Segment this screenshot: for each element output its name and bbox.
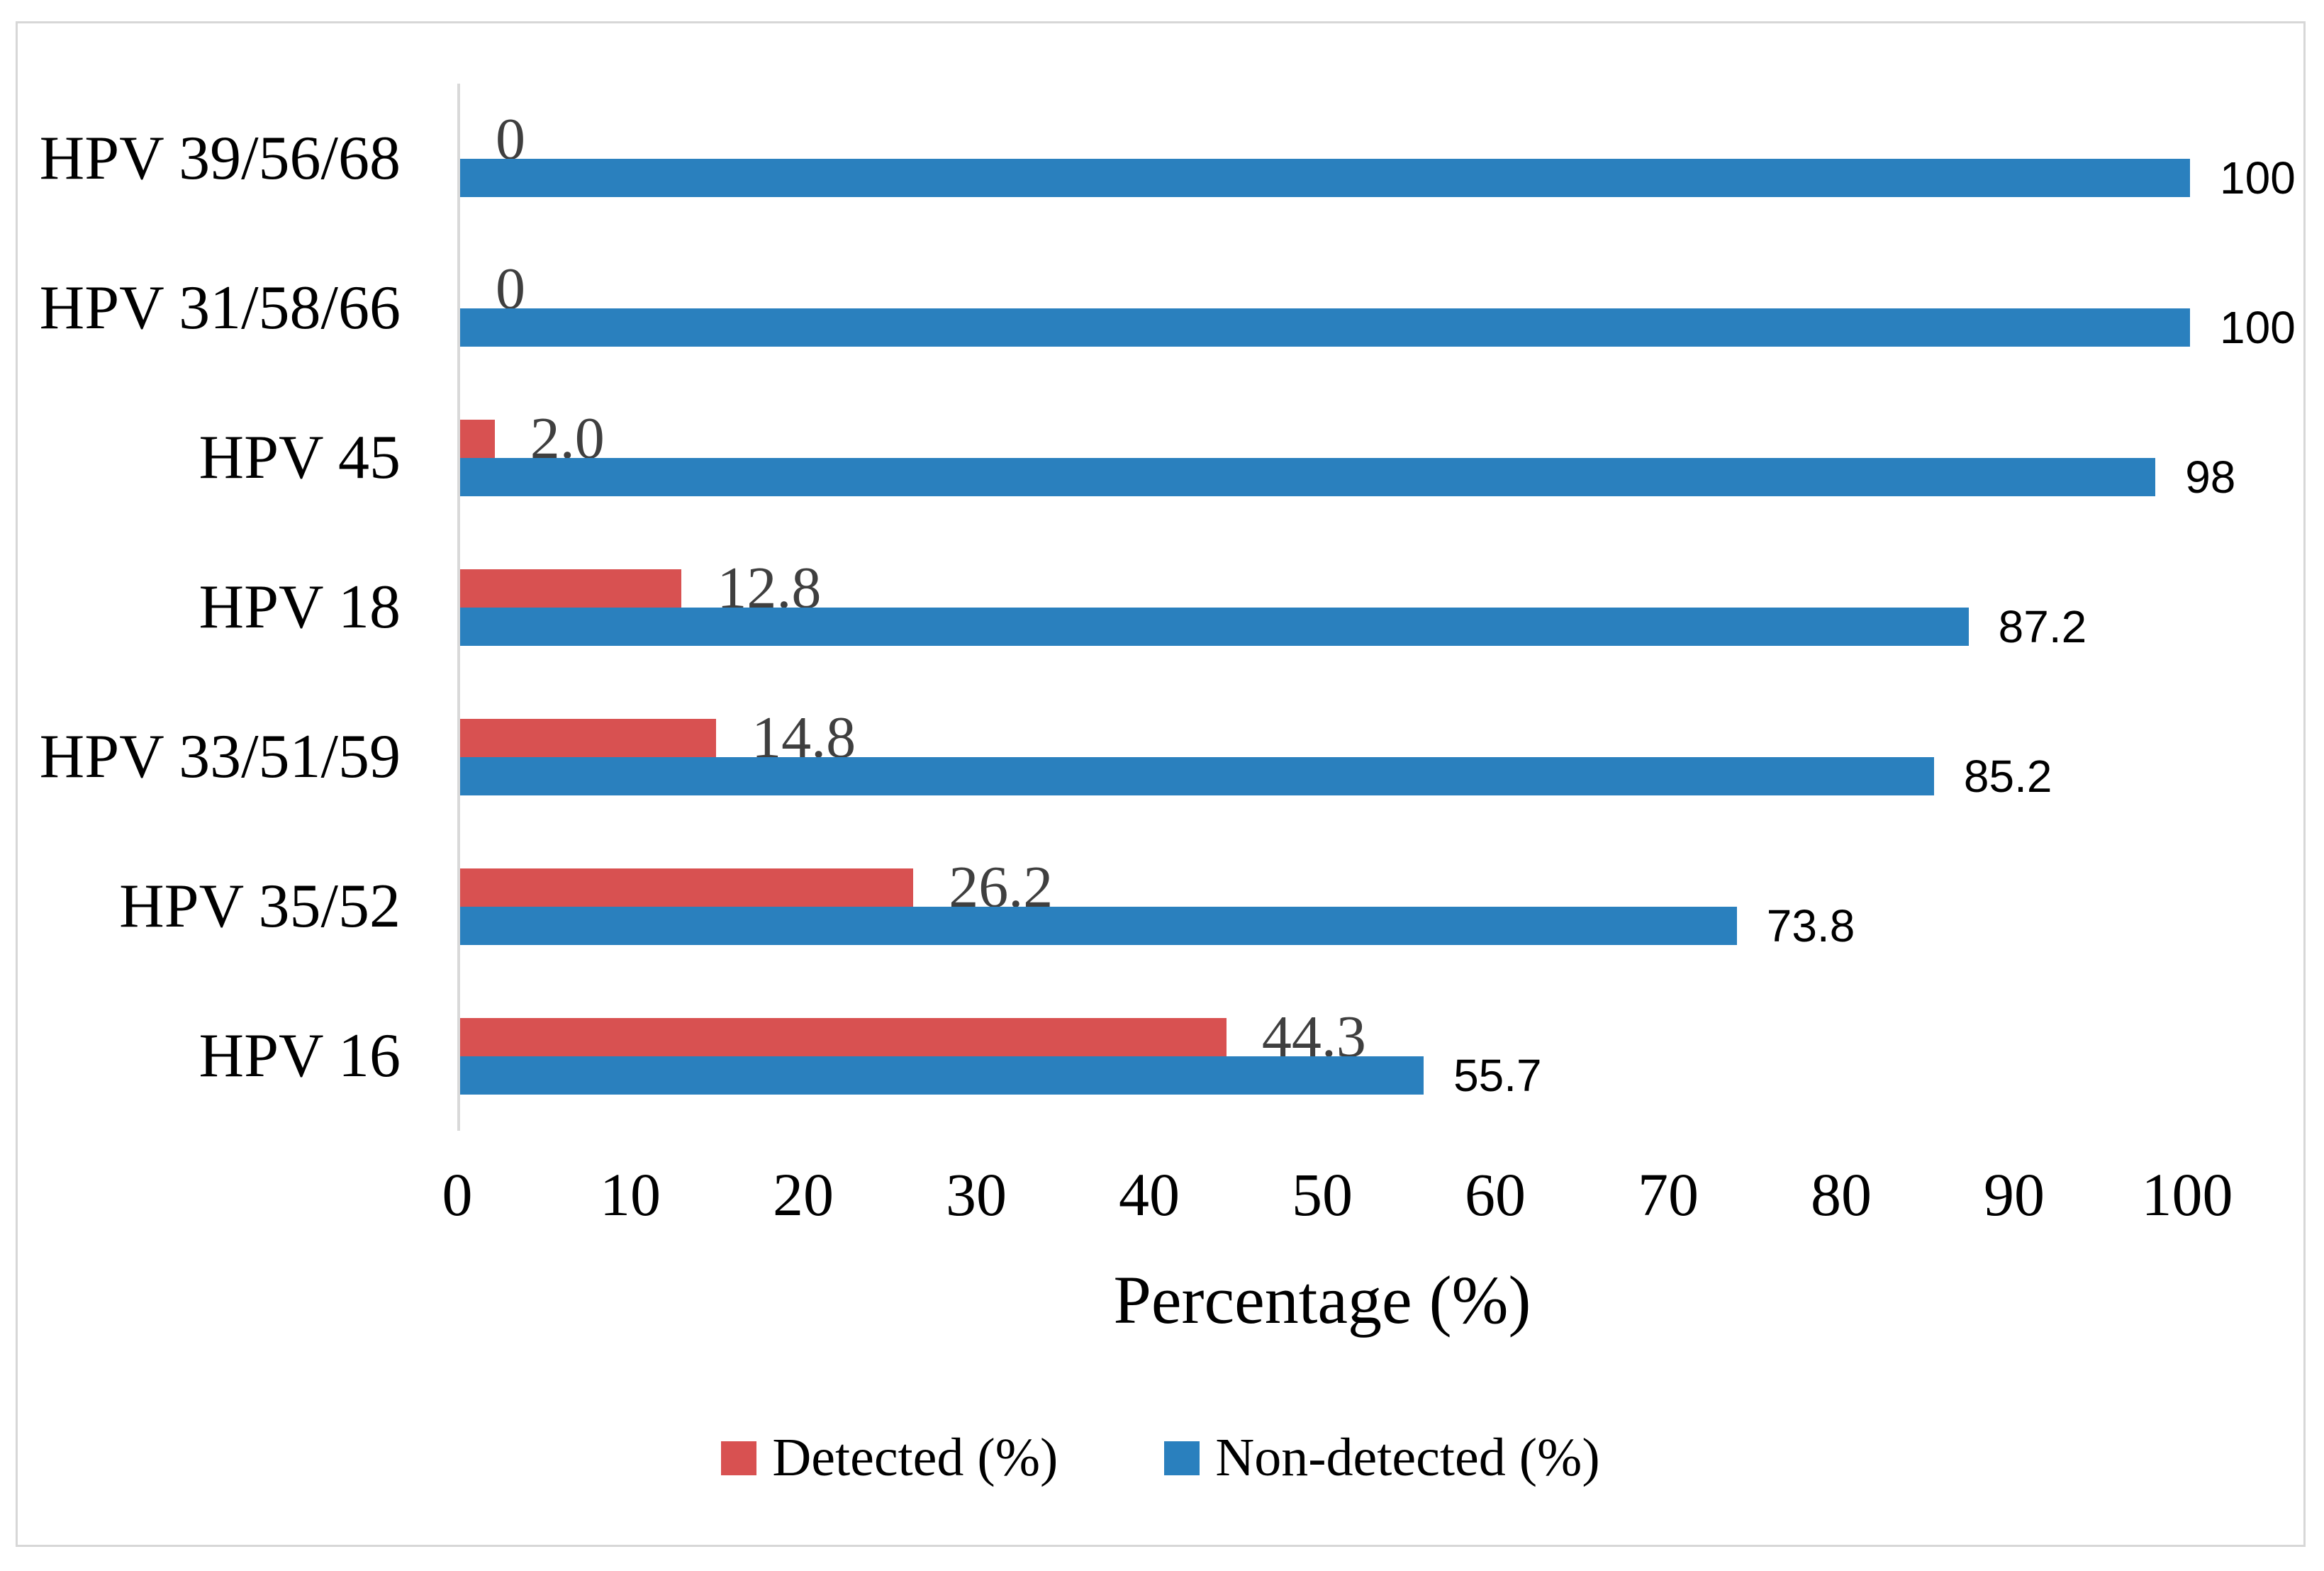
series-bar-row: 87.2: [460, 601, 2190, 652]
series-bar-row: 14.8: [460, 705, 2190, 771]
x-tick-label: 40: [1119, 1161, 1180, 1229]
bar-nondetected: [460, 457, 2156, 496]
x-tick-label: 100: [2141, 1161, 2233, 1229]
x-tick-label: 10: [600, 1161, 661, 1229]
series-bar-row: 73.8: [460, 900, 2190, 951]
x-tick-label: 0: [442, 1161, 473, 1229]
bar-detected: [460, 569, 682, 608]
bar-group: 14.8 85.2: [460, 682, 2190, 832]
series-bar-row: 98: [460, 452, 2235, 503]
series-bar-row: 0: [460, 106, 2190, 172]
bar-value-label: 100: [2220, 152, 2296, 203]
bar-nondetected: [460, 607, 1969, 646]
category-label: HPV 16: [199, 1022, 401, 1090]
bar-value-label: 100: [2220, 301, 2296, 353]
category-label: HPV 31/58/66: [39, 274, 401, 342]
legend-label: Non-detected (%): [1215, 1428, 1600, 1487]
legend-label: Detected (%): [772, 1428, 1058, 1487]
bar-nondetected: [460, 1056, 1424, 1095]
bar-group: 26.2 73.8: [460, 832, 2190, 981]
series-bar-row: 85.2: [460, 751, 2190, 802]
series-bar-row: 55.7: [460, 1050, 2190, 1101]
bar-value-label: 55.7: [1453, 1049, 1542, 1101]
bar-nondetected: [460, 308, 2190, 347]
legend-swatch-detected: [721, 1441, 757, 1475]
legend-item: Non-detected (%): [1164, 1427, 1600, 1489]
bar-group: 0 100: [460, 84, 2296, 233]
legend-swatch-nondetected: [1164, 1441, 1200, 1475]
bar-detected: [460, 419, 495, 458]
series-bar-row: 26.2: [460, 854, 2190, 920]
category-label: HPV 33/51/59: [39, 722, 401, 791]
bar-detected: [460, 868, 914, 907]
x-tick-label: 60: [1465, 1161, 1526, 1229]
x-axis-title: Percentage (%): [1113, 1262, 1531, 1338]
category-label: HPV 39/56/68: [39, 124, 401, 193]
x-tick-label: 30: [946, 1161, 1007, 1229]
x-tick-label: 20: [773, 1161, 834, 1229]
bar-value-label: 73.8: [1766, 900, 1855, 951]
legend: Detected (%) Non-detected (%): [18, 1427, 2303, 1489]
x-tick-label: 70: [1638, 1161, 1699, 1229]
x-tick-label: 80: [1811, 1161, 1872, 1229]
series-bar-row: 44.3: [460, 1004, 2190, 1070]
series-bar-row: 12.8: [460, 555, 2190, 621]
bar-group: 44.3 55.7: [460, 981, 2190, 1131]
bar-value-label: 85.2: [1963, 750, 2052, 802]
category-label: HPV 18: [199, 573, 401, 642]
bar-value-label: 87.2: [1998, 600, 2087, 652]
bar-group: 0 100: [460, 233, 2296, 383]
x-tick-label: 50: [1292, 1161, 1353, 1229]
category-axis-labels: HPV 39/56/68 HPV 31/58/66 HPV 45 HPV 18 HPV …: [18, 84, 401, 1131]
bar-detected: [460, 718, 717, 757]
x-tick-label: 90: [1984, 1161, 2045, 1229]
legend-item: Detected (%): [721, 1427, 1058, 1489]
bar-nondetected: [460, 756, 1934, 795]
series-bar-row: 100: [460, 302, 2296, 353]
category-label: HPV 45: [199, 423, 401, 492]
category-label: HPV 35/52: [119, 872, 401, 941]
bar-value-label: 98: [2185, 451, 2236, 503]
bar-group: 2.0 98: [460, 383, 2235, 532]
series-bar-row: 2.0: [460, 406, 2190, 471]
x-axis-ticks: 0 10 20 30 40 50 60 70 80 90 100: [442, 1159, 2233, 1244]
bar-group: 12.8 87.2: [460, 532, 2190, 682]
bar-detected: [460, 1017, 1227, 1056]
plot-area: 0 100 0 100 2.0 98 12.8 87.2 14.8 85.2 26.2 73.8 44.…: [457, 84, 2296, 1131]
bar-nondetected: [460, 158, 2190, 197]
series-bar-row: 100: [460, 152, 2296, 203]
chart-frame: HPV 39/56/68 HPV 31/58/66 HPV 45 HPV 18 HPV …: [16, 21, 2306, 1547]
series-bar-row: 0: [460, 256, 2190, 322]
bar-nondetected: [460, 906, 1737, 945]
